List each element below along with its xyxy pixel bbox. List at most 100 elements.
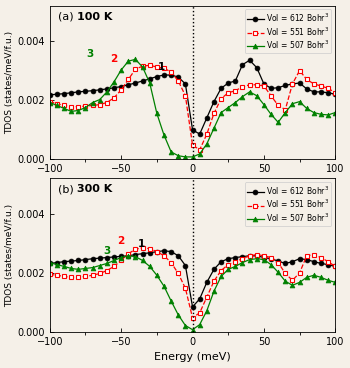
Vol = 612 Bohr$^3$ xyxy=(148,251,152,255)
Text: (a): (a) xyxy=(58,12,77,22)
Vol = 507 Bohr$^3$ xyxy=(98,98,102,102)
Vol = 507 Bohr$^3$ xyxy=(176,153,180,158)
Vol = 551 Bohr$^3$ xyxy=(262,84,266,88)
Vol = 551 Bohr$^3$ xyxy=(76,105,80,109)
Vol = 612 Bohr$^3$ xyxy=(119,254,123,259)
Vol = 612 Bohr$^3$ xyxy=(205,116,209,120)
Vol = 507 Bohr$^3$ xyxy=(133,57,138,61)
Vol = 612 Bohr$^3$ xyxy=(91,88,95,93)
Vol = 507 Bohr$^3$ xyxy=(290,283,295,287)
Vol = 551 Bohr$^3$ xyxy=(298,68,302,73)
Vol = 507 Bohr$^3$ xyxy=(226,267,230,272)
Text: 300 K: 300 K xyxy=(77,184,112,194)
Vol = 612 Bohr$^3$ xyxy=(55,92,59,96)
Vol = 551 Bohr$^3$ xyxy=(262,254,266,258)
Vol = 507 Bohr$^3$ xyxy=(240,95,245,99)
Vol = 507 Bohr$^3$ xyxy=(98,263,102,268)
Vol = 551 Bohr$^3$ xyxy=(298,271,302,275)
Vol = 551 Bohr$^3$ xyxy=(183,286,188,290)
Vol = 551 Bohr$^3$ xyxy=(48,99,52,104)
Vol = 507 Bohr$^3$ xyxy=(119,255,123,260)
Vol = 612 Bohr$^3$ xyxy=(333,92,337,96)
Vol = 507 Bohr$^3$ xyxy=(247,90,252,94)
Vol = 612 Bohr$^3$ xyxy=(283,83,287,88)
Vol = 612 Bohr$^3$ xyxy=(276,85,280,90)
Vol = 612 Bohr$^3$ xyxy=(126,254,131,258)
Vol = 551 Bohr$^3$ xyxy=(83,274,88,279)
Vol = 507 Bohr$^3$ xyxy=(148,81,152,85)
Vol = 612 Bohr$^3$ xyxy=(98,88,102,92)
Vol = 551 Bohr$^3$ xyxy=(190,316,195,320)
Line: Vol = 551 Bohr$^3$: Vol = 551 Bohr$^3$ xyxy=(47,245,338,320)
Vol = 507 Bohr$^3$ xyxy=(148,264,152,269)
Vol = 507 Bohr$^3$ xyxy=(133,254,138,259)
Vol = 551 Bohr$^3$ xyxy=(176,79,180,83)
Vol = 551 Bohr$^3$ xyxy=(240,256,245,261)
Vol = 612 Bohr$^3$ xyxy=(255,254,259,258)
Vol = 507 Bohr$^3$ xyxy=(69,266,73,271)
Vol = 612 Bohr$^3$ xyxy=(98,256,102,260)
Vol = 551 Bohr$^3$ xyxy=(205,132,209,137)
Vol = 507 Bohr$^3$ xyxy=(105,90,109,94)
Vol = 551 Bohr$^3$ xyxy=(333,264,337,269)
Vol = 551 Bohr$^3$ xyxy=(140,245,145,250)
Vol = 612 Bohr$^3$ xyxy=(276,259,280,263)
X-axis label: Energy (meV): Energy (meV) xyxy=(154,353,231,362)
Vol = 507 Bohr$^3$ xyxy=(219,110,223,115)
Vol = 551 Bohr$^3$ xyxy=(119,88,123,92)
Vol = 551 Bohr$^3$ xyxy=(91,103,95,108)
Vol = 612 Bohr$^3$ xyxy=(269,86,273,91)
Y-axis label: TDOS (states/meV/f.u.): TDOS (states/meV/f.u.) xyxy=(6,204,15,307)
Vol = 551 Bohr$^3$ xyxy=(290,82,295,86)
Vol = 612 Bohr$^3$ xyxy=(69,259,73,263)
Vol = 551 Bohr$^3$ xyxy=(162,254,166,258)
Vol = 507 Bohr$^3$ xyxy=(219,274,223,279)
Vol = 507 Bohr$^3$ xyxy=(48,100,52,105)
Vol = 507 Bohr$^3$ xyxy=(290,102,295,106)
Vol = 551 Bohr$^3$ xyxy=(62,103,66,108)
Vol = 507 Bohr$^3$ xyxy=(326,278,330,283)
Vol = 612 Bohr$^3$ xyxy=(197,132,202,137)
Vol = 507 Bohr$^3$ xyxy=(326,113,330,117)
Vol = 507 Bohr$^3$ xyxy=(190,155,195,159)
Vol = 507 Bohr$^3$ xyxy=(233,264,237,269)
Vol = 551 Bohr$^3$ xyxy=(148,247,152,251)
Text: 2: 2 xyxy=(110,54,118,64)
Vol = 507 Bohr$^3$ xyxy=(62,264,66,269)
Vol = 612 Bohr$^3$ xyxy=(169,73,173,77)
Vol = 612 Bohr$^3$ xyxy=(326,262,330,267)
Vol = 507 Bohr$^3$ xyxy=(91,265,95,270)
Vol = 551 Bohr$^3$ xyxy=(190,143,195,147)
Vol = 551 Bohr$^3$ xyxy=(126,251,131,256)
Vol = 507 Bohr$^3$ xyxy=(262,257,266,262)
Vol = 612 Bohr$^3$ xyxy=(133,252,138,257)
Line: Vol = 551 Bohr$^3$: Vol = 551 Bohr$^3$ xyxy=(47,63,338,152)
Vol = 507 Bohr$^3$ xyxy=(283,279,287,283)
Vol = 507 Bohr$^3$ xyxy=(105,261,109,266)
Vol = 507 Bohr$^3$ xyxy=(162,133,166,137)
Vol = 612 Bohr$^3$ xyxy=(240,63,245,67)
Line: Vol = 507 Bohr$^3$: Vol = 507 Bohr$^3$ xyxy=(47,253,338,332)
Vol = 551 Bohr$^3$ xyxy=(162,66,166,70)
Vol = 551 Bohr$^3$ xyxy=(83,104,88,108)
Vol = 612 Bohr$^3$ xyxy=(140,251,145,256)
Vol = 612 Bohr$^3$ xyxy=(283,261,287,266)
Vol = 612 Bohr$^3$ xyxy=(105,87,109,91)
Vol = 612 Bohr$^3$ xyxy=(83,257,88,262)
Vol = 551 Bohr$^3$ xyxy=(126,77,131,82)
Line: Vol = 612 Bohr$^3$: Vol = 612 Bohr$^3$ xyxy=(47,58,338,137)
Vol = 551 Bohr$^3$ xyxy=(319,84,323,88)
Vol = 612 Bohr$^3$ xyxy=(140,79,145,83)
Vol = 551 Bohr$^3$ xyxy=(219,268,223,273)
Vol = 551 Bohr$^3$ xyxy=(276,103,280,108)
Text: 3: 3 xyxy=(86,49,93,59)
Vol = 551 Bohr$^3$ xyxy=(155,250,159,254)
Vol = 551 Bohr$^3$ xyxy=(62,274,66,279)
Vol = 551 Bohr$^3$ xyxy=(304,77,309,82)
Vol = 551 Bohr$^3$ xyxy=(226,262,230,267)
Vol = 551 Bohr$^3$ xyxy=(176,271,180,276)
Vol = 507 Bohr$^3$ xyxy=(298,99,302,104)
Vol = 551 Bohr$^3$ xyxy=(155,65,159,69)
Vol = 612 Bohr$^3$ xyxy=(219,259,223,264)
Vol = 507 Bohr$^3$ xyxy=(112,258,116,263)
